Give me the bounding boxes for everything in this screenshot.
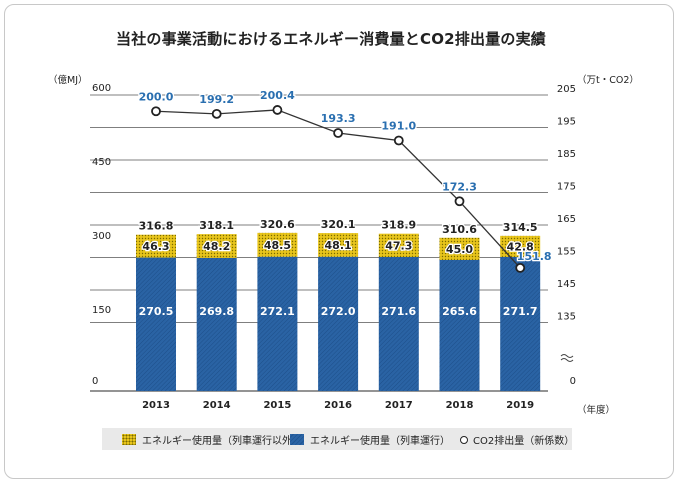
left-tick-label: 300: [92, 231, 111, 242]
x-tick-label: 2014: [203, 400, 231, 411]
bar-train-value-label: 269.8: [199, 305, 234, 318]
right-tick-label: 195: [557, 117, 576, 128]
x-tick-label: 2013: [142, 400, 170, 411]
legend-label-non-train: エネルギー使用量（列車運行以外）: [142, 436, 302, 447]
bar-non-train-value-label: 48.5: [264, 239, 291, 252]
bar-total-label: 310.6: [442, 223, 477, 236]
bar-non-train: [500, 235, 541, 257]
co2-value-label: 193.3: [321, 112, 356, 125]
axis-break-mark: [560, 354, 574, 358]
co2-marker: [333, 128, 344, 138]
co2-marker: [272, 105, 283, 115]
bar-train: [257, 256, 298, 391]
bar-total-label: 316.8: [139, 220, 174, 233]
bar-train: [136, 257, 176, 391]
yellow-swatch-icon: [122, 434, 136, 445]
bar-train: [500, 256, 541, 391]
co2-marker: [211, 108, 222, 119]
bar-total-label: 320.1: [321, 218, 356, 231]
co2-marker: [393, 135, 404, 146]
x-tick-label: 2015: [263, 400, 291, 411]
bar-total-label: 320.6: [260, 218, 295, 231]
left-tick-label: 450: [92, 157, 111, 168]
bar-train-value-label: 270.5: [139, 305, 174, 318]
bar-train-value-label: 265.6: [442, 305, 477, 318]
right-tick-label: 135: [557, 312, 576, 323]
bar-non-train: [318, 233, 359, 257]
right-tick-label: 0: [570, 376, 576, 387]
co2-marker: [151, 106, 161, 117]
circle-marker-icon: [460, 435, 468, 444]
bar-train: [196, 257, 237, 391]
bar-non-train-value-label: 48.2: [203, 240, 230, 253]
right-tick-label: 165: [557, 214, 576, 225]
legend-item-train: エネルギー使用量（列車運行）: [290, 432, 450, 447]
bar-train-value-label: 271.7: [503, 305, 538, 318]
left-tick-label: 0: [92, 376, 98, 387]
blue-swatch-icon: [290, 434, 304, 445]
bar-train-value-label: 272.0: [321, 305, 356, 318]
right-tick-label: 145: [557, 279, 576, 290]
right-tick-label: 175: [557, 182, 576, 193]
chart-title: 当社の事業活動におけるエネルギー消費量とCO2排出量の実績: [116, 30, 546, 48]
bar-non-train: [439, 237, 480, 260]
bar-train: [378, 257, 419, 391]
legend-item-non-train: エネルギー使用量（列車運行以外）: [122, 432, 302, 447]
right-tick-label: 185: [557, 149, 576, 160]
bar-non-train-value-label: 46.3: [142, 240, 169, 253]
co2-marker: [454, 196, 465, 207]
bar-train-value-label: 271.6: [381, 305, 416, 318]
co2-value-label: 200.4: [260, 89, 295, 102]
bar-non-train: [257, 232, 298, 257]
bar-non-train: [378, 233, 419, 258]
bar-train-value-label: 272.1: [260, 305, 295, 318]
x-tick-label: 2017: [385, 400, 413, 411]
x-tick-label: 2016: [324, 400, 352, 411]
bar-non-train-value-label: 42.8: [507, 240, 534, 253]
legend-item-co2: CO2排出量（新係数）: [460, 432, 574, 447]
co2-value-label: 199.2: [199, 93, 234, 106]
bar-non-train-value-label: 48.1: [325, 239, 352, 252]
co2-value-label: 172.3: [442, 180, 477, 193]
co2-value-label: 200.0: [139, 90, 174, 103]
bar-train: [439, 259, 480, 391]
bar-total-label: 318.1: [199, 219, 234, 232]
right-tick-label: 205: [557, 84, 576, 95]
x-tick-label: 2018: [446, 400, 474, 411]
left-tick-label: 600: [92, 83, 111, 94]
bar-train: [318, 256, 359, 391]
right-tick-label: 155: [557, 247, 576, 258]
axis-break-mark: [560, 358, 574, 362]
legend: エネルギー使用量（列車運行以外） エネルギー使用量（列車運行） CO2排出量（新…: [102, 428, 574, 450]
bar-total-label: 314.5: [503, 221, 538, 234]
x-axis-unit: （年度）: [577, 405, 616, 416]
right-axis-unit: （万t・CO2）: [577, 75, 639, 86]
co2-value-label: 191.0: [381, 120, 416, 133]
co2-value-label: 151.8: [517, 250, 552, 263]
bar-non-train: [136, 234, 176, 258]
bar-non-train-value-label: 45.0: [446, 243, 473, 256]
legend-label-train: エネルギー使用量（列車運行）: [310, 436, 450, 447]
bar-non-train: [196, 234, 237, 258]
legend-label-co2: CO2排出量（新係数）: [473, 436, 575, 447]
x-tick-label: 2019: [506, 400, 534, 411]
bar-non-train-value-label: 47.3: [385, 239, 412, 252]
left-axis-unit: （億MJ）: [48, 75, 88, 86]
left-tick-label: 150: [92, 305, 111, 316]
bar-total-label: 318.9: [381, 219, 416, 232]
co2-marker: [515, 262, 526, 273]
